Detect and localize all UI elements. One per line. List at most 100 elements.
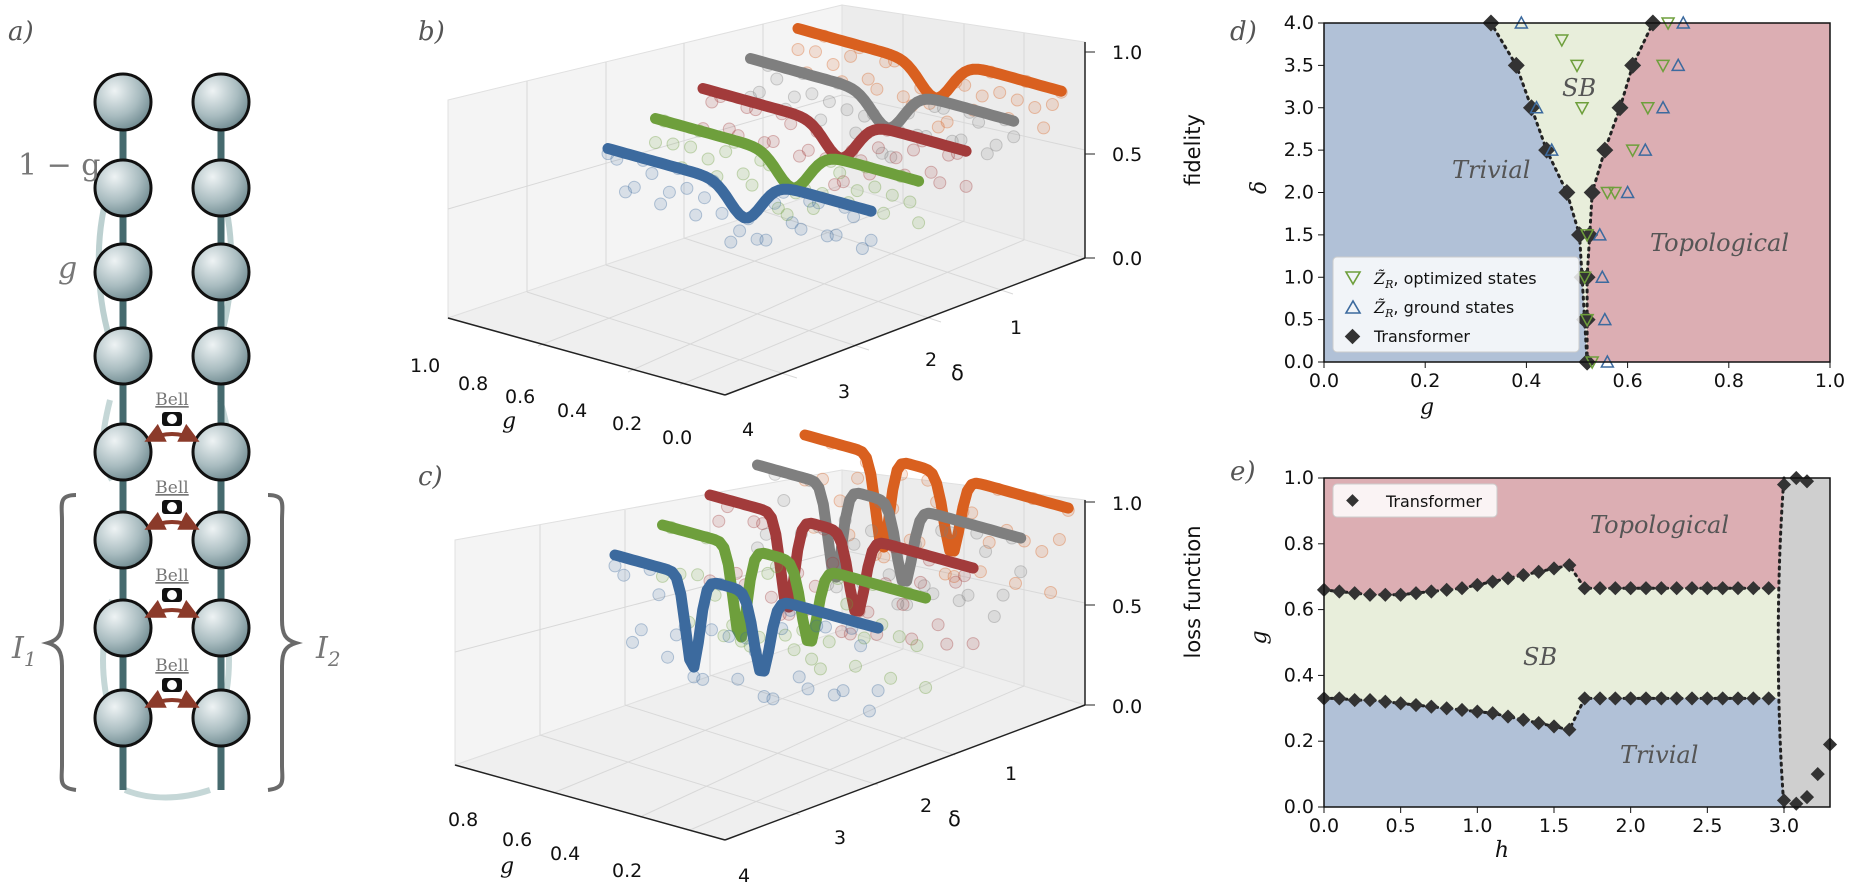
transformer-marker [1746,691,1761,706]
scatter-point [843,627,857,641]
transformer-marker [1562,558,1577,573]
scatter-point [919,681,933,694]
scatter-point [771,201,785,215]
qubit-node [191,598,251,658]
optimized-state-marker [1554,34,1570,48]
transformer-marker [1332,584,1347,599]
scatter-point [724,235,738,249]
scatter-point [914,575,927,589]
y-tick-label: 0.5 [1284,309,1314,331]
scatter-point [619,185,632,199]
y-axis-title-b: δ [951,361,964,385]
optimized-state-marker [1574,102,1590,116]
transformer-marker [1393,587,1408,602]
transformer-marker [1608,581,1623,596]
transformer-marker [1516,712,1531,727]
scatter-point [875,146,889,160]
panel-c: c) 1.0 0.5 0.0 loss function 0.8 0.6 0.4… [418,429,1205,887]
scatter-point [959,179,973,193]
scatter-point [617,568,631,582]
region-trivial [1324,698,1784,807]
scatter-point [766,135,780,148]
ground-state-marker [1638,142,1653,156]
qubit-node [191,422,251,482]
boundary-line [1489,21,1589,364]
bell-arrow [144,423,200,442]
scatter-point [840,103,854,117]
qubit-node [93,242,153,302]
ground-state-marker [1597,312,1613,326]
transformer-marker [1638,581,1654,596]
scatter-point [833,166,847,180]
scatter-point [949,575,963,589]
optimized-state-marker [1625,144,1640,158]
z-axis-ticks-c: 1.0 0.5 0.0 [1085,493,1142,718]
x-tick-label: 0.0 [1309,815,1339,837]
scatter-point [701,152,715,166]
scatter-point [810,619,824,633]
scatter-point [912,216,926,230]
scatter-point [933,176,947,190]
scatter-point [691,568,705,582]
scatter-point [910,639,924,653]
scatter-point [733,224,747,238]
scatter-point [793,149,806,163]
scatter-point [757,690,771,703]
scatter-point [896,597,910,611]
scatter-point [958,78,972,92]
scatter-point [813,662,827,676]
qubit-node [191,72,251,132]
scatter-point [827,688,841,702]
y-tick-label: 0.8 [1284,533,1314,555]
scatter-point [826,58,840,71]
scatter-point [935,524,949,538]
y-tick-label: 0.0 [1284,796,1314,818]
scatter-point [947,570,961,583]
scatter-point [761,566,775,580]
label-I2: I2 [315,631,341,671]
transformer-marker [1546,719,1562,734]
ground-state-marker [1670,57,1686,72]
qubit-node [93,422,153,482]
ground-state-marker [1544,142,1559,156]
x-tick-label: 3.0 [1769,815,1799,837]
legend-d: Z̃R, optimized states Z̃R, ground states… [1332,256,1580,353]
z-axis-ticks-b: 1.0 0.5 0.0 [1085,42,1142,270]
y-tick-label: 4.0 [1284,12,1314,34]
meter-dial [167,590,177,600]
x-axis-title-c: g [500,854,514,879]
tick-label: 1 [1010,317,1022,339]
optimized-state-marker [1607,186,1623,201]
optimized-state-marker [1577,271,1592,285]
transformer-marker [1715,581,1730,596]
scatter-point [1044,586,1058,599]
transformer-marker [1761,691,1776,706]
meter-dial [167,680,177,690]
tick-label: 4 [738,865,750,887]
scatter-point [750,232,764,246]
legend-marker-transformer [1344,328,1361,345]
panel-label-a: a) [8,17,34,47]
scatter-point [849,659,862,673]
transformer-marker [1700,581,1715,596]
transformer-marker [1531,564,1546,579]
x-tick-label: 1.0 [1815,370,1845,392]
scatter-point [652,588,666,602]
y-tick-label: 0.0 [1284,351,1314,373]
scatter-point [822,95,836,109]
y-axis-ticks-b: 1 2 3 4 [742,317,1022,441]
fidelity-curves [601,23,1068,255]
scatter-point [717,629,731,643]
scatter-point [938,567,952,581]
legend-e: Transformer [1332,483,1498,518]
x-tick-label: 0.8 [1714,370,1744,392]
bell-arrow [144,599,200,618]
scatter-point [885,188,899,202]
panel-label-e: e) [1230,457,1256,487]
x-axis-title-b: g [502,409,516,434]
scatter-point [857,631,871,645]
scatter-point [1045,98,1059,111]
scatter-point [884,150,898,164]
legend-marker-optimized [1344,271,1362,286]
scatter-point [722,629,736,643]
